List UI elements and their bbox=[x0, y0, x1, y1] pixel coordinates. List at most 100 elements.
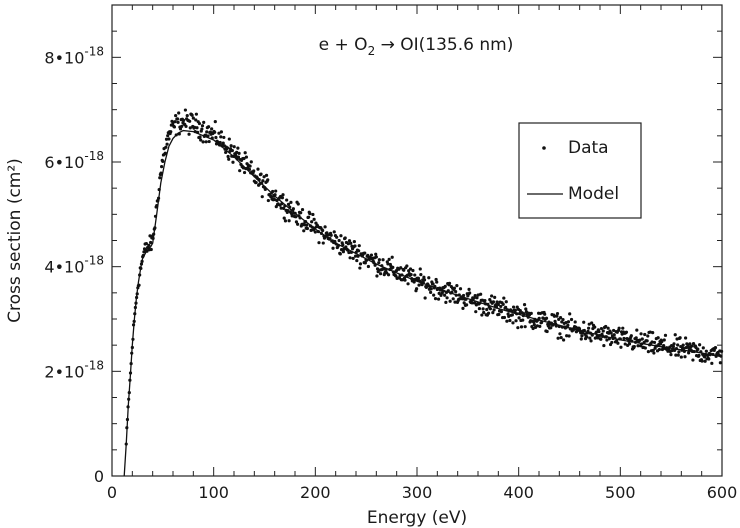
data-point bbox=[545, 329, 549, 334]
data-point bbox=[638, 338, 642, 342]
data-point bbox=[639, 332, 643, 336]
legend-dot-marker bbox=[542, 146, 546, 150]
data-point bbox=[386, 262, 390, 266]
data-point bbox=[587, 326, 591, 330]
data-point bbox=[652, 351, 656, 355]
data-point bbox=[494, 303, 498, 307]
data-point bbox=[555, 314, 559, 318]
data-point bbox=[201, 140, 205, 144]
data-point bbox=[521, 318, 525, 322]
data-point bbox=[508, 318, 512, 323]
x-tick-label: 0 bbox=[107, 483, 117, 502]
data-point bbox=[697, 353, 701, 358]
data-point bbox=[237, 151, 241, 155]
y-tick-label: 0 bbox=[94, 467, 104, 486]
data-point bbox=[540, 320, 544, 325]
data-point bbox=[286, 208, 290, 213]
data-point bbox=[164, 137, 169, 141]
data-point bbox=[337, 238, 341, 243]
x-tick-label: 400 bbox=[503, 483, 534, 502]
data-point bbox=[594, 330, 599, 334]
data-point bbox=[269, 195, 274, 199]
data-point bbox=[187, 132, 191, 136]
data-point bbox=[518, 308, 522, 313]
data-point bbox=[286, 202, 291, 207]
data-point bbox=[374, 255, 378, 259]
data-point bbox=[479, 292, 483, 296]
data-point bbox=[214, 135, 218, 140]
data-point bbox=[183, 108, 188, 112]
data-point bbox=[565, 334, 569, 338]
data-point bbox=[474, 310, 478, 314]
data-point bbox=[242, 170, 247, 175]
data-point bbox=[347, 250, 351, 255]
data-point bbox=[222, 135, 226, 140]
data-point bbox=[387, 257, 391, 261]
data-point bbox=[149, 247, 153, 252]
data-point bbox=[408, 267, 413, 271]
data-point bbox=[657, 347, 661, 352]
data-point bbox=[302, 229, 306, 233]
data-point bbox=[347, 239, 352, 243]
data-point bbox=[200, 124, 205, 128]
data-point bbox=[493, 295, 497, 299]
data-point bbox=[568, 312, 572, 316]
data-point bbox=[687, 351, 691, 355]
data-point bbox=[409, 273, 413, 277]
data-point bbox=[236, 155, 241, 159]
data-point bbox=[656, 336, 660, 340]
data-point bbox=[194, 112, 198, 116]
data-point bbox=[616, 341, 620, 345]
data-point bbox=[369, 253, 374, 257]
data-point bbox=[282, 216, 286, 220]
data-point bbox=[308, 211, 312, 216]
data-point bbox=[417, 283, 421, 287]
data-point bbox=[573, 320, 577, 324]
data-point bbox=[473, 293, 477, 298]
data-point bbox=[282, 206, 286, 210]
data-point bbox=[353, 244, 357, 248]
data-point bbox=[188, 119, 192, 123]
data-point bbox=[596, 336, 600, 340]
data-point bbox=[675, 337, 679, 341]
plot-area: 0 100 200 300 400 500 600 0 2•10-18 4•10-18 6•10-1… bbox=[5, 4, 737, 528]
data-point bbox=[681, 343, 685, 347]
data-point bbox=[184, 124, 188, 128]
data-point bbox=[235, 150, 239, 154]
legend-box bbox=[518, 122, 642, 219]
data-point bbox=[355, 258, 359, 263]
data-point bbox=[597, 330, 601, 334]
data-point bbox=[335, 235, 339, 239]
data-point bbox=[346, 242, 350, 246]
data-point bbox=[353, 254, 358, 258]
data-point bbox=[678, 336, 682, 340]
data-point bbox=[544, 316, 549, 320]
data-point bbox=[710, 361, 714, 365]
data-point bbox=[677, 350, 681, 354]
data-point bbox=[490, 294, 494, 298]
data-point bbox=[185, 114, 189, 118]
data-point bbox=[264, 173, 269, 177]
data-point bbox=[414, 287, 419, 291]
data-point bbox=[523, 325, 527, 329]
data-point bbox=[218, 140, 222, 145]
data-point bbox=[632, 344, 636, 349]
data-point bbox=[231, 160, 235, 164]
data-point bbox=[549, 326, 553, 330]
data-point bbox=[296, 222, 300, 226]
data-point bbox=[674, 353, 678, 357]
data-point bbox=[259, 172, 263, 176]
data-point bbox=[227, 137, 231, 141]
data-point bbox=[207, 139, 211, 144]
data-point bbox=[379, 272, 383, 276]
data-point bbox=[602, 343, 606, 348]
data-point bbox=[272, 197, 277, 202]
data-point bbox=[556, 336, 560, 340]
data-point bbox=[323, 225, 327, 229]
data-point bbox=[351, 256, 355, 260]
data-point bbox=[285, 198, 289, 202]
data-point bbox=[458, 287, 463, 291]
data-point bbox=[390, 255, 394, 259]
data-point bbox=[510, 313, 514, 317]
